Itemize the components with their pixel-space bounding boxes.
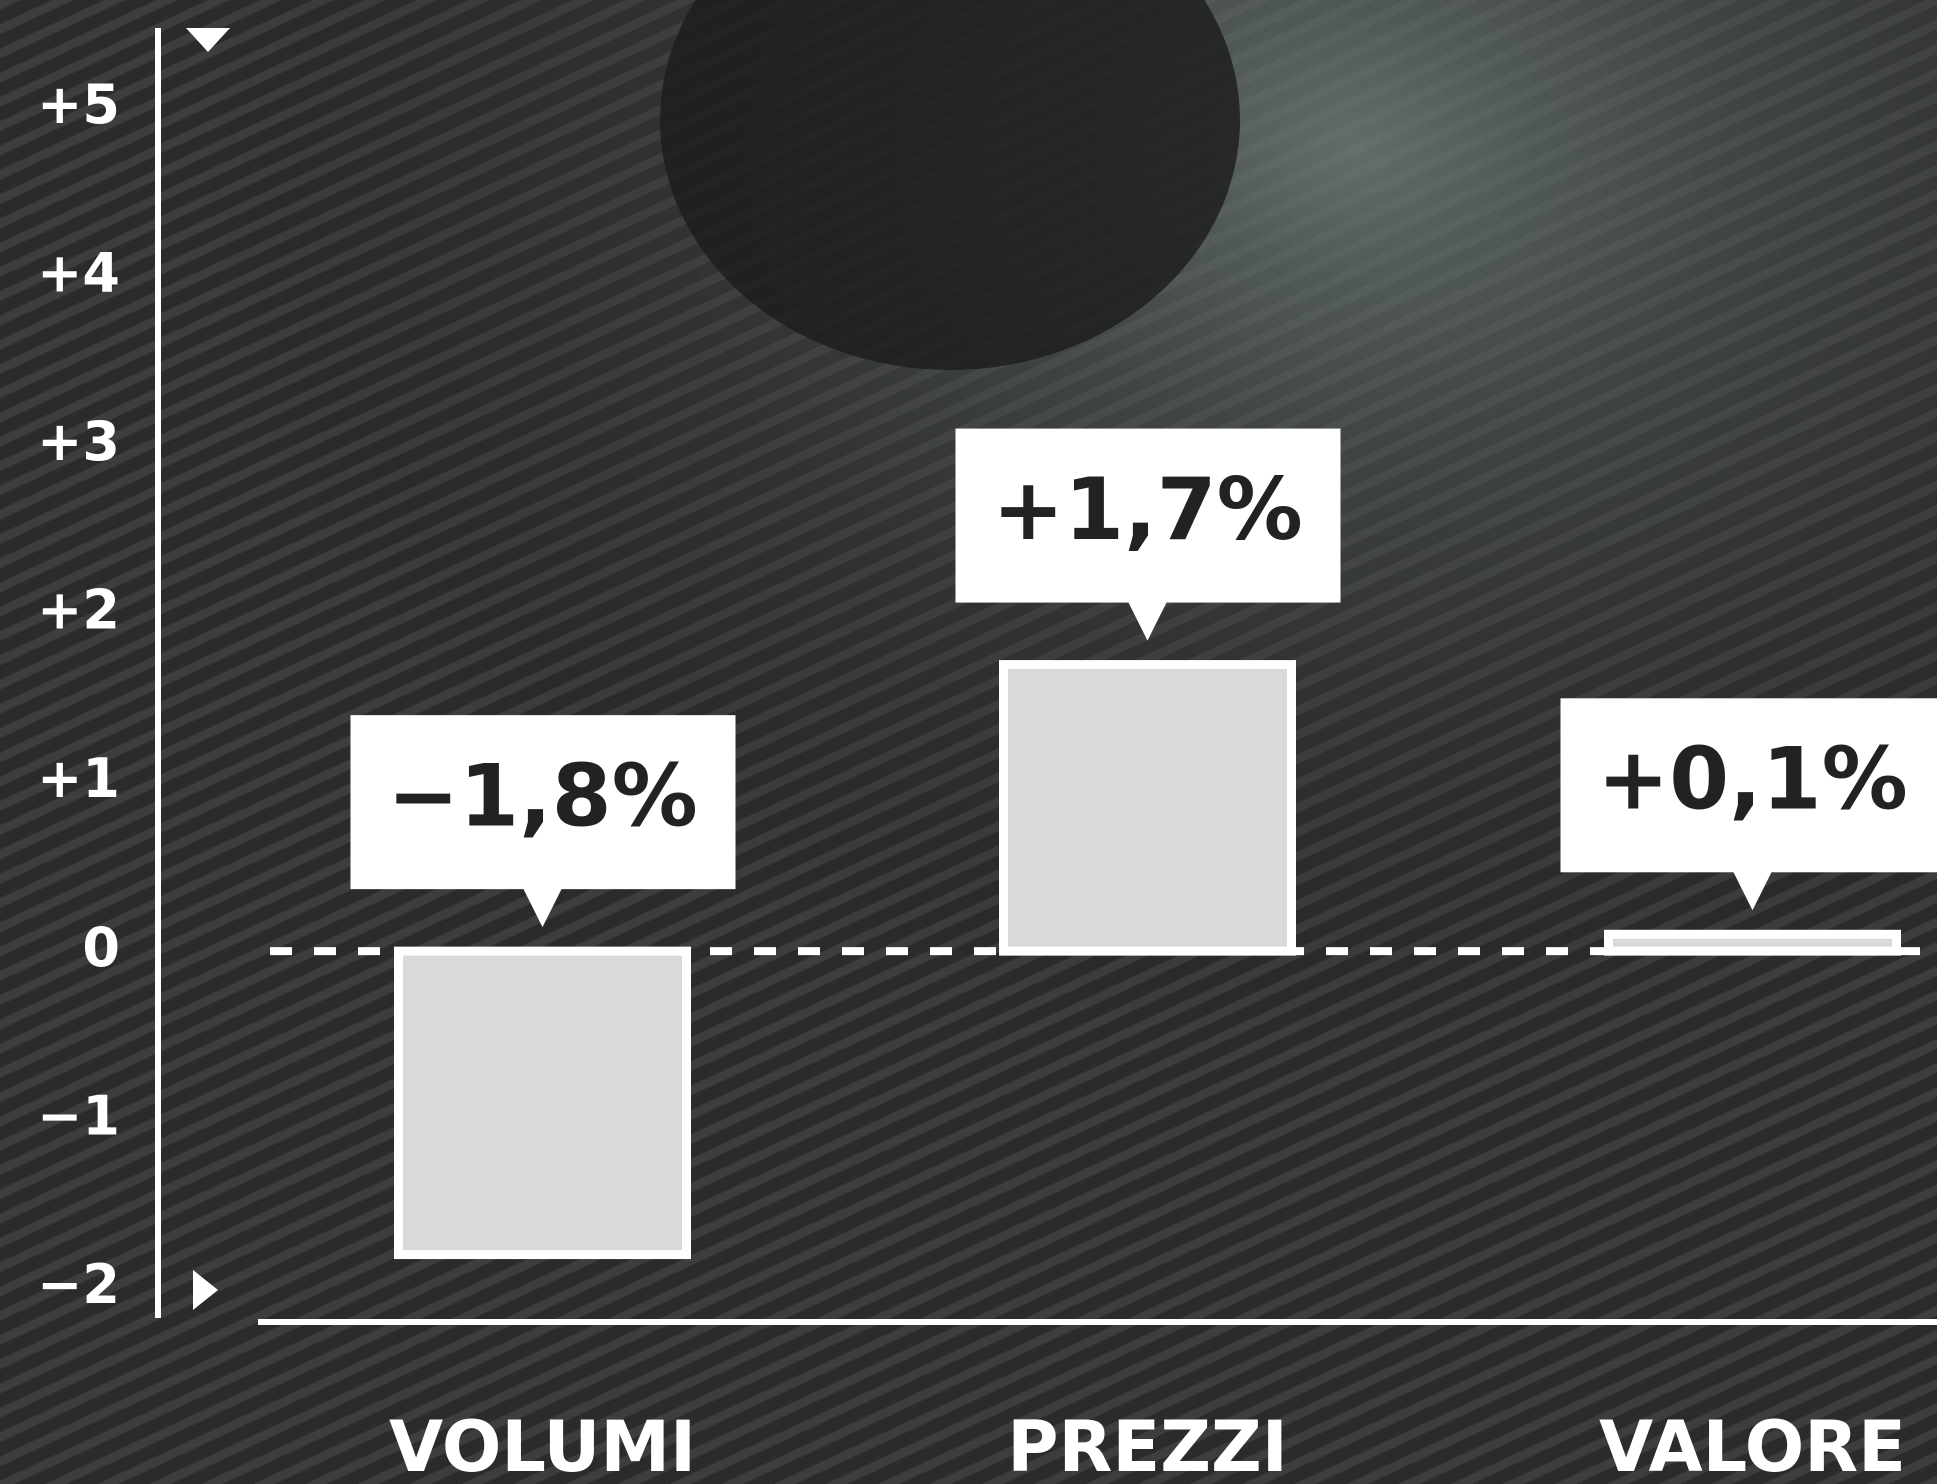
bar [1609,934,1897,951]
value-label: +0,1% [1597,730,1908,830]
y-tick-label: −1 [37,1084,120,1147]
value-label: +1,7% [992,460,1303,560]
y-tick-label: +5 [37,73,120,136]
value-label: −1,8% [387,747,698,847]
y-tick-label: +4 [37,241,120,304]
x-tick-label: VOLUMI [389,1406,696,1484]
y-tick-label: 0 [82,916,120,979]
bar [399,951,687,1254]
y-tick-label: +1 [37,747,120,810]
y-tick-label: −2 [37,1253,120,1316]
x-tick-label: VALORE [1599,1406,1906,1484]
y-tick-label: +3 [37,410,120,473]
x-tick-label: PREZZI [1007,1406,1288,1484]
page: +5 +4 +3 +2 +1 0 −1 −2 VOLUMI −1,8% PREZZI +1,7% VAL… [0,0,1937,1484]
chart: +5 +4 +3 +2 +1 0 −1 −2 VOLUMI −1,8% PREZZI +1,7% VAL… [0,0,1937,1484]
y-tick-label: +2 [37,579,120,642]
bar [1004,665,1292,952]
